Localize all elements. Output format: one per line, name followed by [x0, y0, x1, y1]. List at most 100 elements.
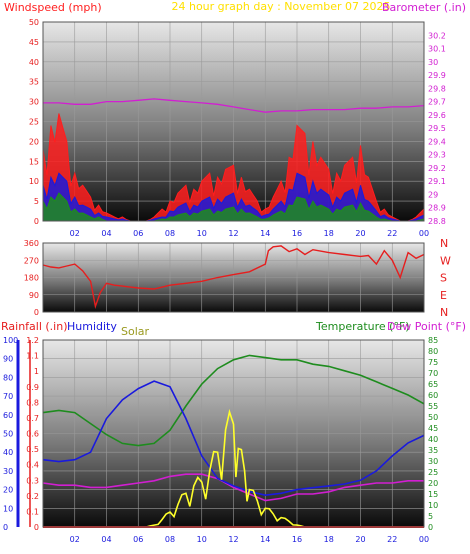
humidity-tick-label: 80 [3, 373, 13, 382]
humidity-tick-label: 60 [3, 411, 13, 420]
time-tick-label: 14 [260, 229, 270, 238]
rainfall-tick-label: 0.3 [26, 476, 39, 485]
temperature-tick-label: 45 [428, 424, 438, 433]
chart-title: 24 hour graph day : November 07 2025 [171, 0, 390, 13]
humidity-tick-label: 0 [3, 523, 8, 532]
time-tick-label: 22 [387, 535, 397, 544]
temperature-axis-label: Temperature (°F) [315, 320, 410, 333]
time-tick-label: 02 [70, 229, 80, 238]
temperature-tick-label: 10 [428, 501, 438, 510]
temperature-tick-label: 80 [428, 347, 438, 356]
rainfall-axis-label: Rainfall (.in) [1, 320, 68, 333]
barometer-tick-label: 29.8 [428, 84, 446, 93]
time-tick-label: 18 [324, 535, 334, 544]
time-tick-label: 10 [197, 229, 207, 238]
time-tick-label: 12 [228, 535, 238, 544]
direction-tick-label: 90 [29, 291, 39, 300]
temperature-tick-label: 55 [428, 402, 438, 411]
barometer-tick-label: 30.1 [428, 45, 446, 54]
wind-tick-label: 20 [29, 137, 39, 146]
temperature-tick-label: 30 [428, 457, 438, 466]
barometer-tick-label: 29.4 [428, 137, 446, 146]
temperature-tick-label: 85 [428, 336, 438, 345]
compass-label: W [440, 254, 451, 267]
barometer-tick-label: 29.7 [428, 98, 446, 107]
time-tick-label: 00 [419, 229, 429, 238]
humidity-line [42, 380, 425, 497]
time-tick-label: 20 [355, 535, 365, 544]
compass-label: N [440, 306, 448, 319]
rainfall-tick-label: 0 [34, 523, 39, 532]
temperature-tick-label: 60 [428, 391, 438, 400]
time-tick-label: 16 [292, 229, 302, 238]
solar-axis-label: Solar [121, 325, 150, 338]
temperature-tick-label: 50 [428, 413, 438, 422]
solar-line [145, 408, 306, 528]
compass-label: N [440, 237, 448, 250]
wind-tick-label: 15 [29, 157, 39, 166]
time-tick-label: 04 [101, 229, 111, 238]
barometer-tick-label: 29.5 [428, 124, 446, 133]
temperature-line [42, 354, 425, 447]
time-tick-label: 12 [228, 229, 238, 238]
compass-label: S [440, 272, 447, 285]
axis-layer: 0510152025303540455028.828.92929.129.229… [3, 18, 451, 544]
time-tick-label: 18 [324, 229, 334, 238]
rainfall-tick-label: 0.9 [26, 383, 39, 392]
time-tick-label: 16 [292, 535, 302, 544]
wind-tick-label: 40 [29, 58, 39, 67]
wind-tick-label: 10 [29, 177, 39, 186]
compass-label: E [440, 289, 447, 302]
time-tick-label: 00 [419, 535, 429, 544]
barometer-tick-label: 29.1 [428, 177, 446, 186]
wind-series-gust [42, 113, 425, 222]
wind-tick-label: 30 [29, 98, 39, 107]
direction-tick-label: 270 [24, 256, 39, 265]
humidity-tick-label: 90 [3, 355, 13, 364]
rainfall-tick-label: 0.1 [26, 507, 39, 516]
temperature-tick-label: 75 [428, 358, 438, 367]
barometer-tick-label: 28.8 [428, 217, 446, 226]
temperature-tick-label: 5 [428, 512, 433, 521]
humidity-tick-label: 70 [3, 392, 13, 401]
temperature-tick-label: 40 [428, 435, 438, 444]
temperature-tick-label: 70 [428, 369, 438, 378]
time-tick-label: 14 [260, 535, 270, 544]
temperature-tick-label: 0 [428, 523, 433, 532]
wind-tick-label: 5 [34, 197, 39, 206]
series-layer [42, 98, 425, 528]
wind-tick-label: 35 [29, 78, 39, 87]
wind-direction-line [42, 245, 425, 309]
time-tick-label: 06 [133, 229, 143, 238]
temp-panel-frame [42, 339, 425, 528]
temperature-tick-label: 25 [428, 468, 438, 477]
windspeed-axis-label: Windspeed (mph) [4, 1, 102, 14]
direction-tick-label: 360 [24, 239, 39, 248]
temperature-tick-label: 15 [428, 490, 438, 499]
temperature-tick-label: 35 [428, 446, 438, 455]
rainfall-tick-label: 1.1 [26, 352, 39, 361]
barometer-tick-label: 29.2 [428, 164, 446, 173]
temperature-tick-label: 65 [428, 380, 438, 389]
direction-panel-frame [42, 242, 425, 313]
temperature-tick-label: 20 [428, 479, 438, 488]
time-tick-label: 08 [165, 229, 175, 238]
dewpoint-axis-label: Dew Point (°F) [387, 320, 466, 333]
time-tick-label: 22 [387, 229, 397, 238]
barometer-tick-label: 30.2 [428, 31, 446, 40]
barometer-tick-label: 29.9 [428, 71, 446, 80]
barometer-tick-label: 30 [428, 58, 438, 67]
time-tick-label: 04 [101, 535, 111, 544]
humidity-axis-label: Humidity [67, 320, 117, 333]
barometer-tick-label: 29.3 [428, 151, 446, 160]
dewpoint-line [42, 473, 424, 502]
barometer-tick-label: 29.6 [428, 111, 446, 120]
humidity-tick-label: 100 [3, 336, 18, 345]
time-tick-label: 10 [197, 535, 207, 544]
time-tick-label: 08 [165, 535, 175, 544]
humidity-tick-label: 30 [3, 467, 13, 476]
rainfall-tick-label: 1.2 [26, 336, 39, 345]
humidity-tick-label: 50 [3, 430, 13, 439]
